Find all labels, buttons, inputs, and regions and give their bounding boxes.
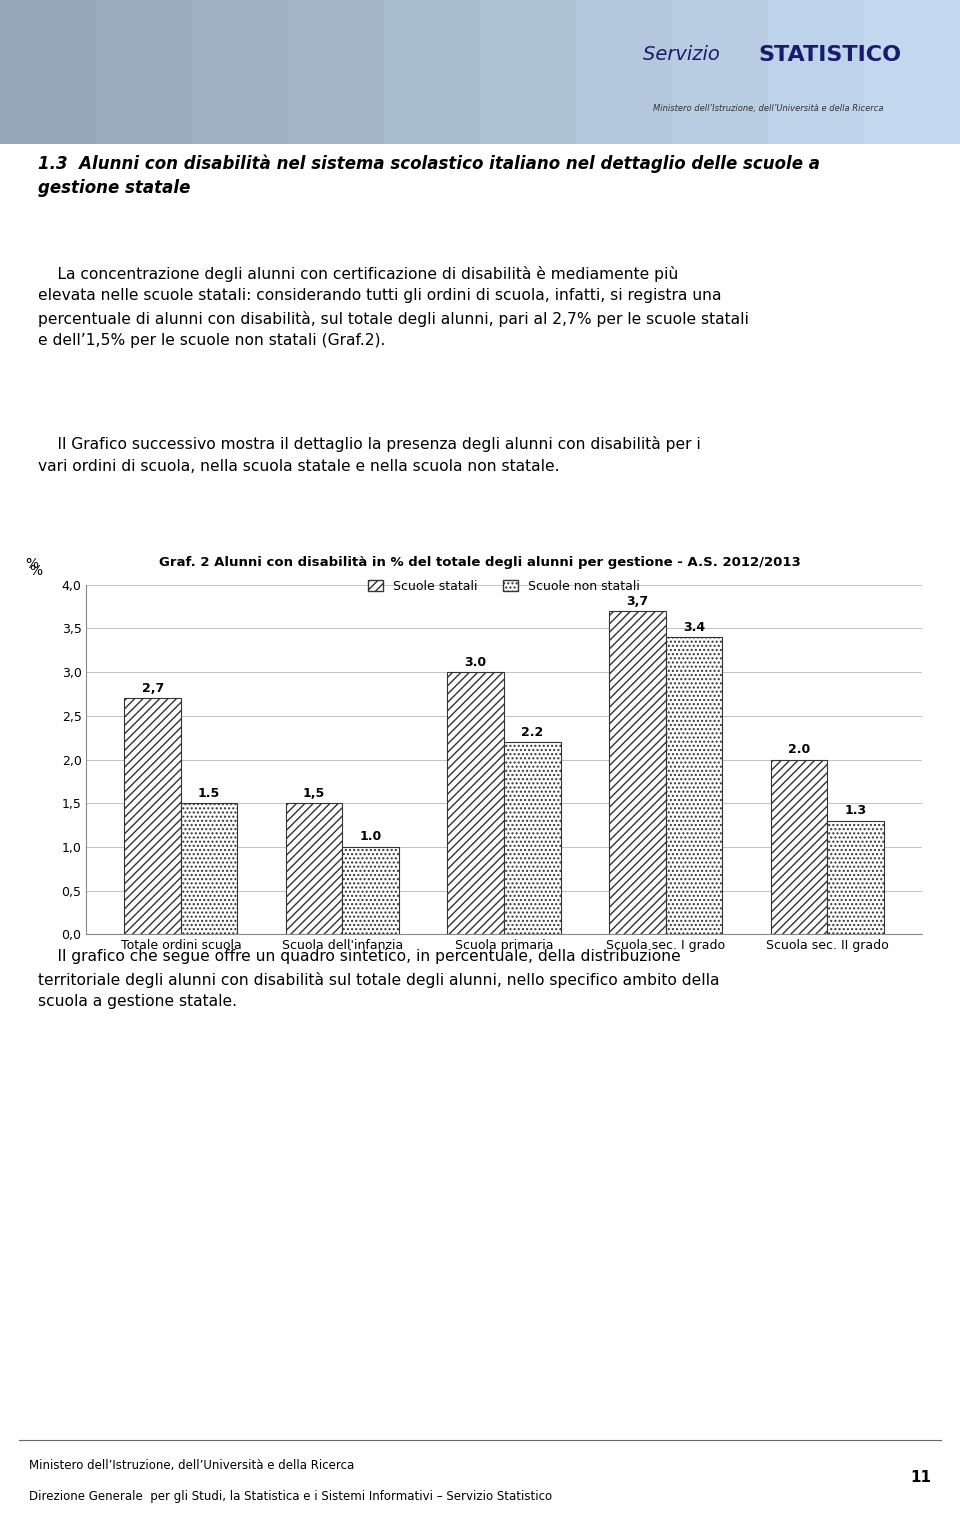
Bar — [0, 0, 96, 144]
Bar — [576, 0, 672, 144]
Text: 1,5: 1,5 — [303, 787, 325, 799]
Bar — [180, 804, 237, 934]
Bar — [343, 848, 399, 934]
Text: Ministero dell’Istruzione, dell’Università e della Ricerca: Ministero dell’Istruzione, dell’Universi… — [653, 103, 883, 112]
Text: Direzione Generale  per gli Studi, la Statistica e i Sistemi Informativi – Servi: Direzione Generale per gli Studi, la Sta… — [29, 1490, 552, 1502]
Text: %: % — [26, 557, 38, 571]
Text: 3.0: 3.0 — [465, 656, 487, 668]
Bar — [609, 611, 665, 934]
Bar — [125, 699, 180, 934]
Text: La concentrazione degli alunni con certificazione di disabilità è mediamente più: La concentrazione degli alunni con certi… — [38, 266, 749, 348]
Bar — [672, 0, 768, 144]
Text: 11: 11 — [910, 1470, 931, 1484]
Text: 3,7: 3,7 — [626, 594, 648, 608]
Bar — [447, 671, 504, 934]
Text: 1.3  Alunni con disabilità nel sistema scolastico italiano nel dettaglio delle s: 1.3 Alunni con disabilità nel sistema sc… — [38, 155, 821, 197]
Bar — [504, 743, 561, 934]
Text: STATISTICO: STATISTICO — [758, 46, 901, 65]
Text: Ministero dell’Istruzione, dell’Università e della Ricerca: Ministero dell’Istruzione, dell’Universi… — [29, 1458, 354, 1472]
Bar — [288, 0, 384, 144]
Text: 3.4: 3.4 — [683, 621, 705, 633]
Text: 1.3: 1.3 — [844, 804, 867, 817]
Bar — [768, 0, 864, 144]
Bar — [864, 0, 960, 144]
Y-axis label: %: % — [30, 564, 43, 577]
Text: Graf. 2 Alunni con disabilità in % del totale degli alunni per gestione - A.S. 2: Graf. 2 Alunni con disabilità in % del t… — [159, 556, 801, 570]
Text: 2,7: 2,7 — [141, 682, 164, 694]
Bar — [192, 0, 288, 144]
Text: Il grafico che segue offre un quadro sintetico, in percentuale, della distribuzi: Il grafico che segue offre un quadro sin… — [38, 949, 720, 1009]
Bar — [771, 760, 828, 934]
Text: Il Grafico successivo mostra il dettaglio la presenza degli alunni con disabilit: Il Grafico successivo mostra il dettagli… — [38, 436, 701, 474]
Text: 1.0: 1.0 — [360, 831, 382, 843]
Text: 1.5: 1.5 — [198, 787, 220, 799]
Legend: Scuole statali, Scuole non statali: Scuole statali, Scuole non statali — [363, 574, 645, 598]
Bar — [665, 638, 722, 934]
Bar — [286, 804, 343, 934]
Bar — [480, 0, 576, 144]
Text: 2.2: 2.2 — [521, 726, 543, 738]
Bar — [384, 0, 480, 144]
Text: Servizio: Servizio — [643, 46, 726, 64]
Bar — [96, 0, 192, 144]
Text: 2.0: 2.0 — [788, 743, 810, 756]
Bar — [828, 820, 883, 934]
